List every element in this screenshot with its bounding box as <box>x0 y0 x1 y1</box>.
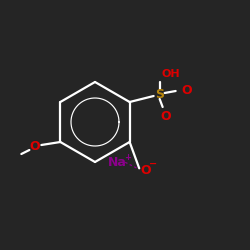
Text: Na: Na <box>108 156 127 169</box>
Text: O: O <box>181 84 192 96</box>
Text: O: O <box>140 164 150 177</box>
Text: O: O <box>160 110 171 122</box>
Text: +: + <box>124 153 131 162</box>
Text: S: S <box>155 88 164 101</box>
Text: OH: OH <box>161 69 180 79</box>
Text: O: O <box>29 140 40 153</box>
Text: −: − <box>149 159 157 169</box>
